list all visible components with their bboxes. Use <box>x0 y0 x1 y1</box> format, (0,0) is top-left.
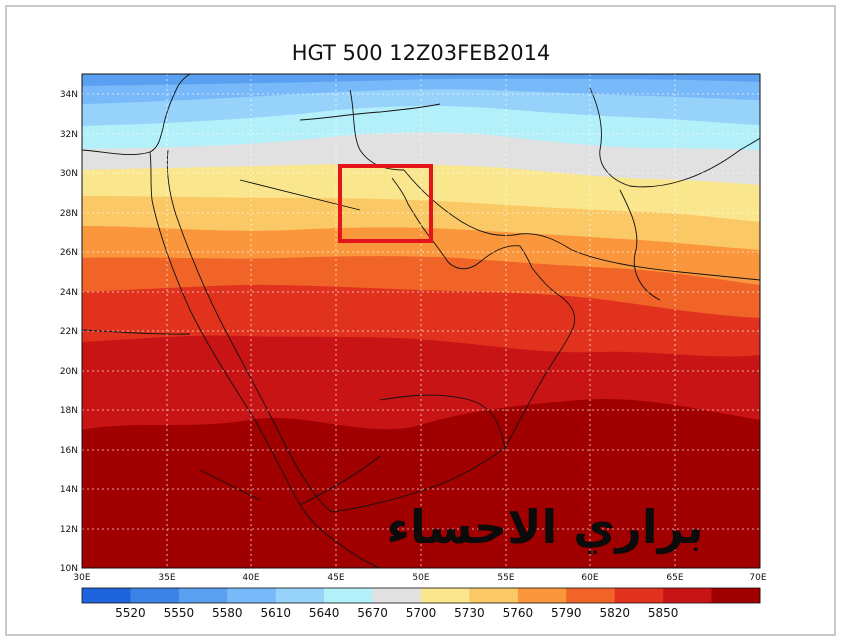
band-5520 <box>82 74 760 86</box>
lon-tick-label: 70E <box>749 573 766 583</box>
lon-tick-label: 60E <box>581 573 598 583</box>
lon-tick-label: 45E <box>327 573 344 583</box>
lat-tick-label: 26N <box>60 248 78 258</box>
colorbar-label: 5760 <box>503 606 534 620</box>
lon-tick-label: 40E <box>242 573 259 583</box>
grid-lines <box>82 74 760 568</box>
lat-tick-label: 30N <box>60 169 78 179</box>
lat-tick-label: 34N <box>60 90 78 100</box>
map-border <box>81 73 761 569</box>
colorbar-swatch <box>517 588 567 603</box>
watermark-text: براري الاحساء <box>386 500 703 554</box>
colorbar-label: 5700 <box>406 606 437 620</box>
colorbar-label: 5580 <box>212 606 243 620</box>
lon-tick-label: 30E <box>73 573 90 583</box>
lon-axis: 30E 35E 40E 45E 50E 55E 60E 65E 70E <box>73 573 766 583</box>
colorbar-swatch <box>178 588 228 603</box>
coastlines <box>82 74 760 568</box>
colorbar-label: 5730 <box>454 606 485 620</box>
colorbar-border <box>81 587 761 604</box>
colorbar-label: 5640 <box>309 606 340 620</box>
lat-tick-label: 20N <box>60 367 78 377</box>
lat-tick-label: 18N <box>60 406 78 416</box>
colorbar-label: 5670 <box>357 606 388 620</box>
lat-tick-label: 22N <box>60 327 78 337</box>
colorbar-label: 5820 <box>599 606 630 620</box>
lon-tick-label: 35E <box>158 573 175 583</box>
colorbar-swatch <box>324 588 374 603</box>
colorbar-label: 5520 <box>115 606 146 620</box>
lon-tick-label: 55E <box>497 573 514 583</box>
lat-tick-label: 32N <box>60 130 78 140</box>
lon-tick-label: 50E <box>412 573 429 583</box>
colorbar-swatch <box>227 588 277 603</box>
map-title: HGT 500 12Z03FEB2014 <box>292 41 551 65</box>
colorbar-label: 5610 <box>260 606 291 620</box>
colorbar-swatch <box>275 588 325 603</box>
map-panel: 34N 32N 30N 28N 26N 24N 22N 20N 18N 16N … <box>60 73 767 583</box>
colorbar-swatch <box>130 588 180 603</box>
colorbar-swatch <box>372 588 422 603</box>
height-field <box>82 74 760 568</box>
colorbar-swatch <box>82 588 131 603</box>
lat-tick-label: 24N <box>60 288 78 298</box>
colorbar-swatch <box>711 588 761 603</box>
colorbar-swatch <box>566 588 616 603</box>
lat-tick-label: 12N <box>60 525 78 535</box>
colorbar-swatch <box>663 588 713 603</box>
colorbar-label: 5850 <box>648 606 679 620</box>
lon-tick-label: 65E <box>666 573 683 583</box>
lat-tick-label: 10N <box>60 564 78 574</box>
colorbar-swatch <box>469 588 519 603</box>
lat-tick-label: 16N <box>60 446 78 456</box>
colorbar-label: 5550 <box>164 606 195 620</box>
colorbar-swatch <box>421 588 470 603</box>
colorbar-swatch <box>614 588 664 603</box>
lat-axis: 34N 32N 30N 28N 26N 24N 22N 20N 18N 16N … <box>60 90 78 574</box>
highlight-box <box>338 164 433 243</box>
colorbar: 5520 5550 5580 5610 5640 5670 5700 5730 5760 5790… <box>81 587 761 620</box>
colorbar-label: 5790 <box>551 606 582 620</box>
lat-tick-label: 28N <box>60 209 78 219</box>
lat-tick-label: 14N <box>60 485 78 495</box>
